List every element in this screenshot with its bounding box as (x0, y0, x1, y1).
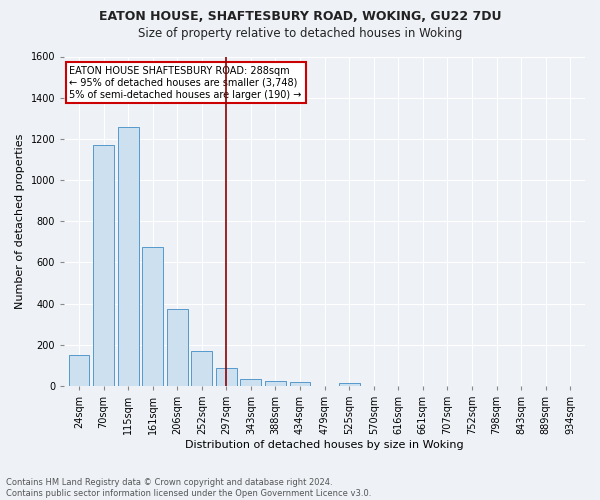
Text: EATON HOUSE, SHAFTESBURY ROAD, WOKING, GU22 7DU: EATON HOUSE, SHAFTESBURY ROAD, WOKING, G… (99, 10, 501, 23)
Bar (216, 368, 237, 386)
Text: Contains HM Land Registry data © Crown copyright and database right 2024.
Contai: Contains HM Land Registry data © Crown c… (6, 478, 371, 498)
Bar (290, 382, 310, 386)
Bar (167, 308, 188, 386)
X-axis label: Distribution of detached houses by size in Woking: Distribution of detached houses by size … (185, 440, 464, 450)
Bar (118, 126, 139, 386)
Bar (265, 381, 286, 386)
Bar (191, 351, 212, 386)
Y-axis label: Number of detached properties: Number of detached properties (15, 134, 25, 309)
Bar (142, 247, 163, 386)
Bar (241, 378, 262, 386)
Bar (68, 356, 89, 386)
Bar (339, 384, 359, 386)
Text: Size of property relative to detached houses in Woking: Size of property relative to detached ho… (138, 28, 462, 40)
Bar (93, 145, 114, 386)
Text: EATON HOUSE SHAFTESBURY ROAD: 288sqm
← 95% of detached houses are smaller (3,748: EATON HOUSE SHAFTESBURY ROAD: 288sqm ← 9… (70, 66, 302, 100)
